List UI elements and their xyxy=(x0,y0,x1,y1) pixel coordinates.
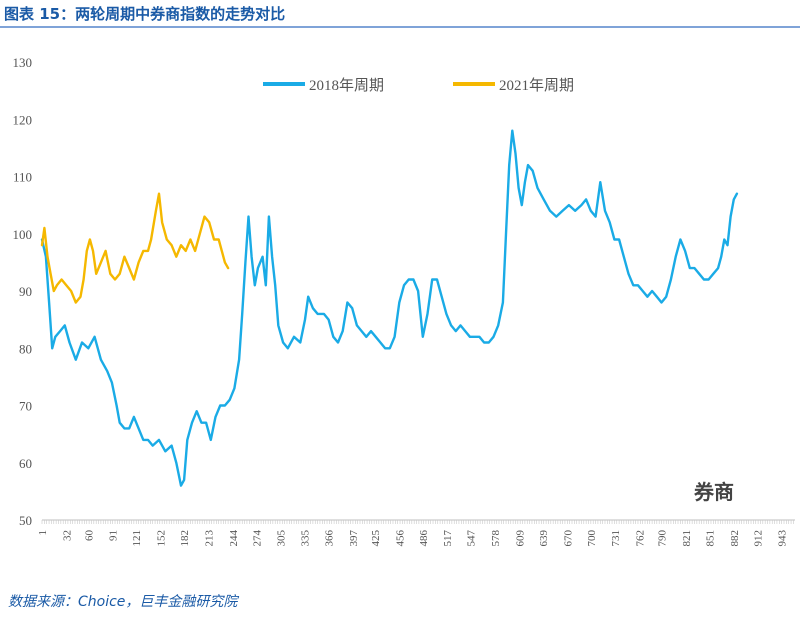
chart-title: 图表 15：两轮周期中券商指数的走势对比 xyxy=(4,5,286,23)
y-tick-label: 50 xyxy=(19,513,32,528)
x-tick-label: 609 xyxy=(514,530,526,547)
x-tick-label: 335 xyxy=(299,530,311,547)
x-tick-label: 639 xyxy=(538,530,550,547)
legend-label-2: 2021年周期 xyxy=(499,77,574,94)
x-tick-label: 943 xyxy=(777,530,789,547)
x-tick-label: 821 xyxy=(681,530,693,547)
x-tick-label: 882 xyxy=(729,530,741,547)
x-tick-label: 397 xyxy=(348,530,360,547)
x-tick-label: 762 xyxy=(635,530,647,547)
y-tick-label: 100 xyxy=(13,227,33,242)
legend-label-1: 2018年周期 xyxy=(309,77,384,94)
x-tick-label: 1 xyxy=(37,530,49,536)
y-tick-label: 90 xyxy=(19,284,32,299)
x-tick-label: 60 xyxy=(83,530,95,542)
x-tick-label: 213 xyxy=(203,530,215,547)
x-tick-label: 274 xyxy=(251,530,263,547)
y-tick-label: 80 xyxy=(19,341,32,356)
x-tick-label: 456 xyxy=(394,530,406,547)
x-tick-label: 425 xyxy=(370,530,382,547)
x-tick-label: 517 xyxy=(442,530,454,547)
x-tick-label: 700 xyxy=(586,530,598,547)
x-tick-label: 670 xyxy=(562,530,574,547)
chart-area: 50 60 70 80 90 100 110 120 130 1 32 60 91 121 152 182 21… xyxy=(0,40,800,590)
y-tick-label: 60 xyxy=(19,456,32,471)
y-tick-label: 130 xyxy=(13,55,33,70)
line-chart: 50 60 70 80 90 100 110 120 130 1 32 60 91 121 152 182 21… xyxy=(13,55,795,547)
y-tick-label: 110 xyxy=(13,170,32,185)
x-tick-label: 486 xyxy=(418,530,430,547)
x-tick-label: 578 xyxy=(490,530,502,547)
x-tick-label: 121 xyxy=(131,530,143,547)
x-tick-label: 851 xyxy=(704,530,716,547)
x-tick-label: 244 xyxy=(228,530,240,547)
y-tick-label: 120 xyxy=(13,112,33,127)
x-tick-label: 152 xyxy=(156,530,168,547)
series-line-1 xyxy=(40,129,739,487)
x-tick-label: 32 xyxy=(61,530,73,541)
series-line-2 xyxy=(40,192,230,304)
x-tick-label: 91 xyxy=(108,530,120,541)
x-tick-label: 790 xyxy=(657,530,669,547)
x-tick-label: 305 xyxy=(276,530,288,547)
title-divider xyxy=(0,26,800,28)
x-tick-label: 731 xyxy=(610,530,622,547)
x-tick-label: 366 xyxy=(324,530,336,547)
y-tick-label: 70 xyxy=(19,399,32,414)
chart-annotation: 券商 xyxy=(693,480,734,504)
data-source-note: 数据来源：Choice，巨丰金融研究院 xyxy=(8,594,238,610)
x-tick-label: 547 xyxy=(466,530,478,547)
x-tick-label: 912 xyxy=(752,530,764,547)
x-tick-label: 182 xyxy=(179,530,191,547)
